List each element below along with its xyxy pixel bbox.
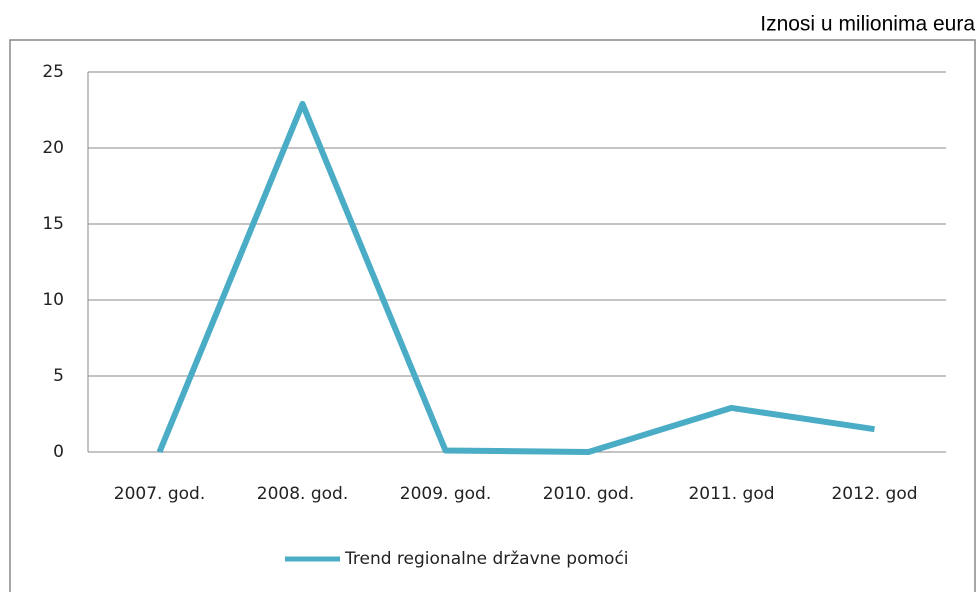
- legend-label: Trend regionalne državne pomoći: [344, 549, 629, 569]
- x-tick-label: 2007. god.: [114, 484, 205, 504]
- x-tick-label: 2010. god.: [543, 484, 634, 504]
- y-tick-label: 25: [42, 62, 64, 82]
- chart-border: [9, 39, 976, 592]
- x-tick-label: 2009. god.: [400, 484, 491, 504]
- y-tick-label: 20: [42, 138, 64, 158]
- note: Iznosi u milionima eura: [760, 13, 975, 36]
- y-tick-label: 0: [53, 442, 64, 462]
- series-line: [156, 100, 875, 455]
- y-tick-label: 5: [53, 366, 64, 386]
- y-tick-label: 15: [42, 214, 64, 234]
- x-tick-label: 2008. god.: [257, 484, 348, 504]
- x-tick-label: 2011. god: [688, 484, 774, 504]
- x-tick-label: 2012. god: [831, 484, 917, 504]
- y-tick-label: 10: [42, 290, 64, 310]
